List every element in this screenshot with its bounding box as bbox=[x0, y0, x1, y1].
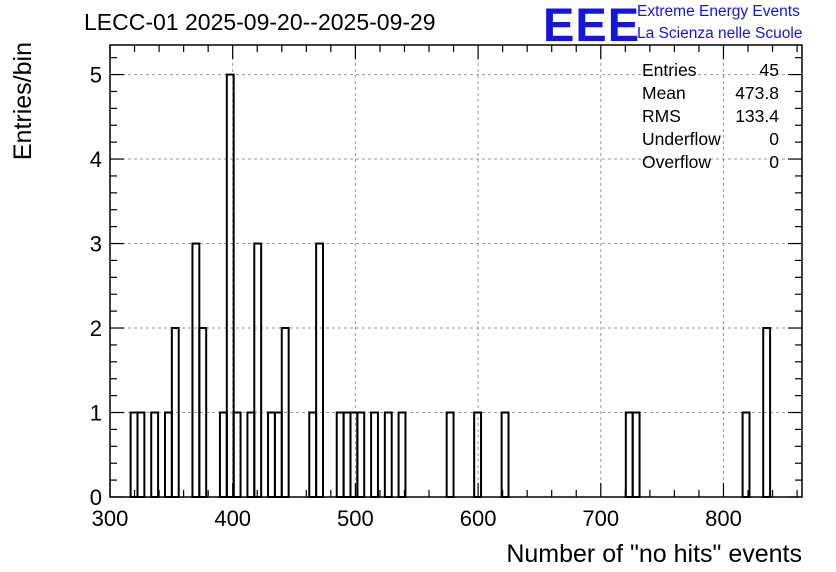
histogram-bar bbox=[150, 411, 160, 498]
x-tick-label: 300 bbox=[92, 506, 129, 531]
stat-value-entries: 45 bbox=[759, 60, 779, 80]
y-tick-label: 4 bbox=[90, 147, 102, 172]
y-tick-label: 3 bbox=[90, 232, 102, 257]
y-tick-label: 0 bbox=[90, 485, 102, 510]
logo-line-2: La Scienza nelle Scuole bbox=[637, 25, 803, 42]
stat-label-rms: RMS bbox=[642, 106, 681, 126]
histogram-bar bbox=[273, 411, 283, 498]
x-tick-label: 700 bbox=[582, 506, 619, 531]
x-tick-label: 500 bbox=[337, 506, 374, 531]
chart-title: LECC-01 2025-09-20--2025-09-29 bbox=[84, 9, 436, 35]
y-axis-label: Entries/bin bbox=[9, 42, 37, 160]
stat-value-rms: 133.4 bbox=[735, 106, 779, 126]
y-tick-label: 1 bbox=[90, 401, 102, 426]
histogram-bar bbox=[136, 411, 146, 498]
histogram-bar bbox=[335, 411, 345, 498]
histogram-bar bbox=[356, 411, 366, 498]
histogram-bar bbox=[232, 411, 242, 498]
stat-label-overflow: Overflow bbox=[642, 152, 712, 172]
histogram-bar bbox=[342, 411, 352, 498]
logo-line-1: Extreme Energy Events bbox=[637, 3, 800, 20]
histogram-bar bbox=[741, 411, 751, 498]
eee-logo: EEE bbox=[543, 0, 641, 51]
histogram-bar bbox=[246, 411, 256, 498]
x-tick-label: 400 bbox=[214, 506, 251, 531]
x-axis-label: Number of "no hits" events bbox=[506, 540, 802, 568]
histogram-bar bbox=[370, 411, 379, 498]
histogram-bar bbox=[397, 411, 407, 498]
stat-value-overflow: 0 bbox=[769, 152, 779, 172]
y-tick-label: 5 bbox=[90, 63, 102, 88]
histogram-bar bbox=[308, 411, 318, 498]
stat-value-mean: 473.8 bbox=[735, 83, 779, 103]
histogram-bar bbox=[218, 411, 228, 498]
histogram-bar bbox=[315, 242, 324, 498]
histogram-bar bbox=[631, 411, 641, 498]
stat-value-underflow: 0 bbox=[769, 129, 779, 149]
x-tick-label: 600 bbox=[460, 506, 497, 531]
histogram-bar bbox=[129, 411, 139, 498]
histogram-bar bbox=[253, 242, 263, 498]
stat-label-entries: Entries bbox=[642, 60, 697, 80]
stat-label-mean: Mean bbox=[642, 83, 686, 103]
histogram-bar bbox=[624, 411, 634, 498]
plot-frame bbox=[109, 44, 803, 498]
histogram-bar bbox=[383, 411, 393, 498]
histogram-bar bbox=[445, 411, 455, 498]
histogram-bar bbox=[349, 411, 359, 498]
stat-label-underflow: Underflow bbox=[642, 129, 721, 149]
histogram-bar bbox=[191, 242, 201, 498]
histogram-bar bbox=[267, 411, 276, 498]
y-tick-label: 2 bbox=[90, 316, 102, 341]
x-tick-label: 800 bbox=[705, 506, 742, 531]
histogram-bar bbox=[500, 411, 510, 498]
histogram-bar bbox=[163, 411, 173, 498]
